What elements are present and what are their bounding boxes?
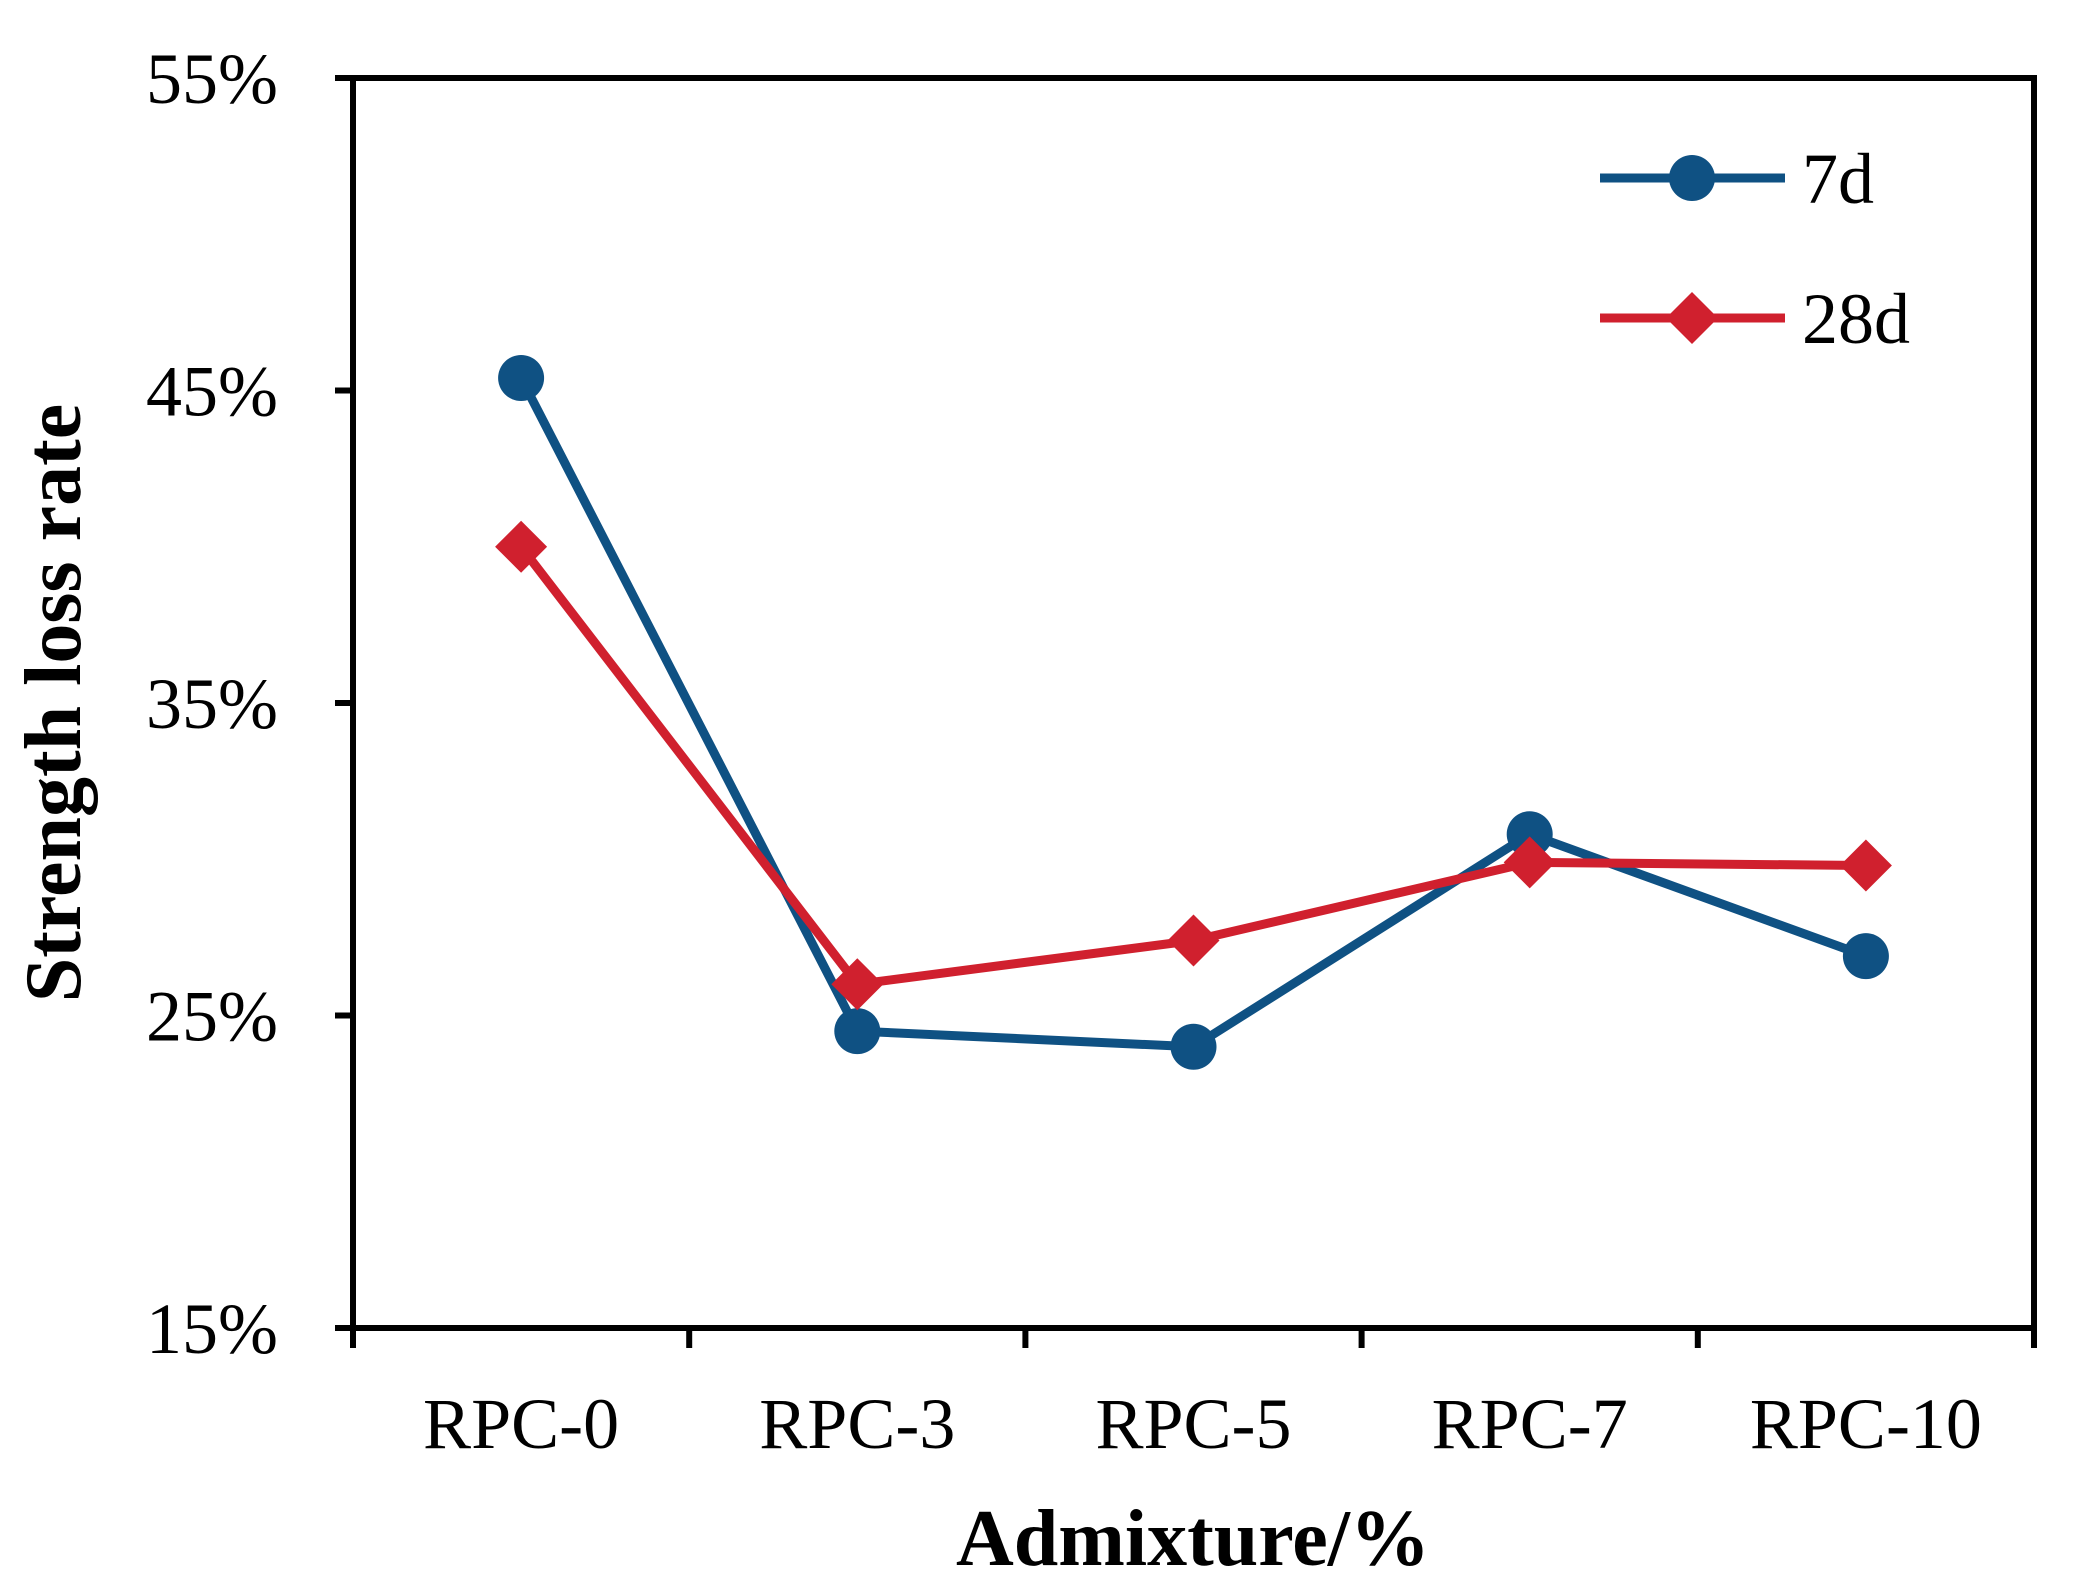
y-tick-label: 45%: [146, 352, 278, 432]
x-tick-label: RPC-0: [423, 1384, 619, 1464]
y-tick-label: 15%: [146, 1289, 278, 1369]
legend-item: 7d: [1600, 139, 1874, 219]
legend-label: 7d: [1802, 139, 1874, 219]
y-axis-ticks: 15% 25% 35% 45% 55%: [146, 39, 353, 1369]
data-point: [495, 520, 548, 573]
data-point: [1167, 914, 1220, 967]
data-point: [834, 1008, 881, 1055]
data-point: [1506, 811, 1553, 858]
series-28d: [495, 520, 1892, 1011]
data-point: [1503, 836, 1556, 889]
y-tick-label: 35%: [146, 664, 278, 744]
y-tick-label: 55%: [146, 39, 278, 119]
series-7d: [498, 355, 1889, 1070]
data-point: [1170, 1023, 1217, 1070]
x-axis-ticks: RPC-0 RPC-3 RPC-5 RPC-7 RPC-10: [350, 1328, 2037, 1464]
data-point: [831, 958, 884, 1011]
x-axis-title: Admixture/%: [956, 1495, 1430, 1583]
data-point: [1842, 933, 1889, 980]
legend-item: 28d: [1600, 279, 1910, 359]
legend-marker: [1666, 292, 1718, 344]
legend-label: 28d: [1802, 279, 1910, 359]
data-point: [1839, 839, 1892, 892]
data-point: [498, 355, 545, 401]
series-layer: [495, 355, 1892, 1070]
y-tick-label: 25%: [146, 977, 278, 1057]
x-tick-label: RPC-10: [1750, 1384, 1982, 1464]
y-axis-title: Strength loss rate: [10, 404, 98, 1002]
legend: 7d 28d: [1600, 139, 1910, 359]
legend-marker: [1669, 155, 1715, 201]
x-tick-label: RPC-5: [1095, 1384, 1291, 1464]
x-tick-label: RPC-3: [759, 1384, 955, 1464]
x-tick-label: RPC-7: [1432, 1384, 1628, 1464]
